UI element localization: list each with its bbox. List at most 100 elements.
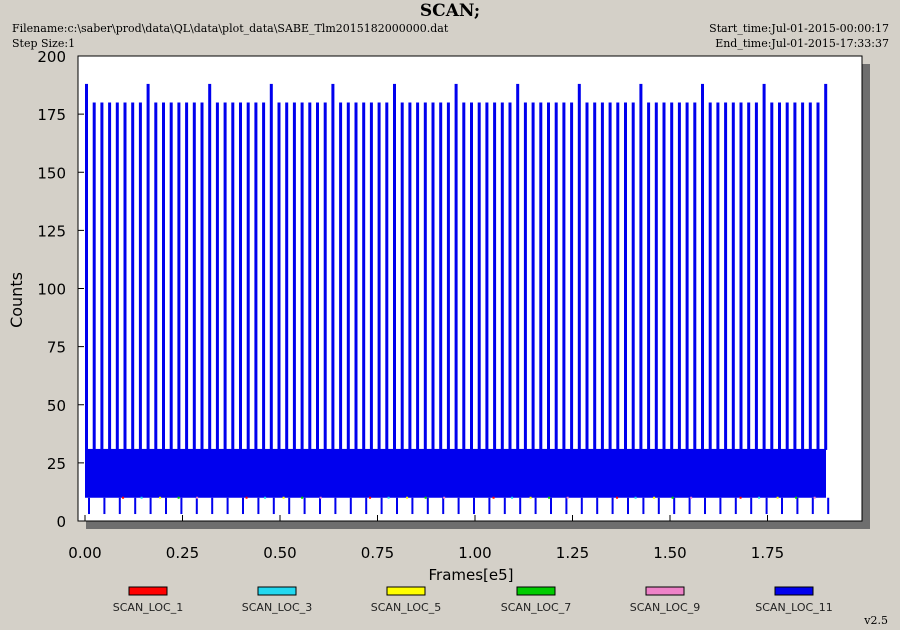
series-spike	[377, 102, 381, 450]
series-dip	[303, 497, 306, 515]
series-spike	[731, 102, 735, 450]
series-spike	[339, 102, 343, 450]
series-dip	[627, 497, 629, 515]
series-dip	[257, 497, 260, 515]
series-spike	[269, 83, 273, 450]
series-spike	[477, 102, 481, 450]
series-point	[159, 496, 162, 499]
series-dip	[134, 497, 137, 515]
series-dip	[380, 497, 383, 515]
series-spike	[354, 102, 358, 450]
series-spike	[562, 102, 566, 450]
series-dip	[611, 497, 614, 515]
series-point	[653, 496, 656, 499]
x-tick-label: 1.75	[751, 544, 784, 562]
series-dip	[488, 497, 491, 515]
series-dip	[565, 497, 568, 515]
y-tick-label: 50	[47, 397, 66, 415]
legend-swatch	[257, 586, 297, 596]
series-spike	[724, 102, 728, 450]
legend-swatch	[645, 586, 685, 596]
series-dip	[765, 497, 768, 515]
series-spike	[200, 102, 204, 450]
series-scan-loc-9	[196, 496, 816, 499]
series-spike	[531, 102, 535, 450]
series-point	[443, 496, 446, 499]
series-spike	[146, 83, 150, 450]
x-tick-label: 0.25	[166, 544, 199, 562]
series-spike	[285, 102, 289, 450]
series-spike	[670, 102, 674, 450]
series-spike	[316, 102, 319, 450]
series-spike	[154, 102, 158, 450]
series-point	[511, 496, 514, 499]
series-point	[529, 496, 532, 499]
end-time-text: End_time:Jul-01-2015-17:33:37	[715, 37, 889, 50]
series-dip	[811, 497, 814, 515]
legend-swatch	[128, 586, 168, 596]
legend-swatch	[516, 586, 556, 596]
series-spike	[816, 102, 820, 450]
series-spike	[585, 102, 589, 450]
series-dip	[195, 497, 198, 515]
series-spike	[138, 102, 142, 450]
series-spike	[693, 102, 697, 450]
legend-label: SCAN_LOC_9	[630, 601, 701, 614]
series-dip	[349, 497, 352, 515]
series-band	[85, 448, 826, 498]
series-spike	[277, 102, 281, 450]
series-dip	[396, 497, 398, 515]
legend-swatch	[386, 586, 426, 596]
series-spike	[631, 102, 635, 450]
series-spike	[485, 102, 489, 450]
series-spike	[639, 83, 643, 450]
series-spike	[446, 102, 450, 450]
series-spike	[92, 102, 96, 450]
series-dip	[473, 497, 475, 515]
series-point	[492, 496, 495, 499]
series-dip	[673, 497, 676, 515]
series-spike	[416, 102, 420, 450]
series-dip	[457, 497, 460, 515]
series-point	[264, 496, 267, 499]
series-dip	[103, 497, 106, 515]
series-scan-loc-3	[140, 496, 761, 499]
series-spike	[346, 102, 350, 450]
series-spike	[608, 102, 612, 450]
y-tick-label: 150	[37, 164, 66, 182]
series-spike	[215, 102, 219, 450]
series-spike	[423, 102, 427, 450]
x-tick-label: 1.25	[556, 544, 589, 562]
series-dip	[642, 497, 645, 515]
series-dip	[442, 497, 445, 515]
series-spike	[192, 102, 196, 450]
series-dip	[734, 497, 737, 515]
y-tick-label: 0	[56, 513, 66, 531]
series-dip	[272, 497, 275, 515]
series-spike	[177, 102, 181, 450]
series-spike	[185, 102, 189, 450]
series-dip	[165, 497, 167, 515]
series-spike	[239, 102, 242, 450]
series-dip	[719, 497, 722, 515]
legend-label: SCAN_LOC_3	[242, 601, 313, 614]
series-spike	[662, 102, 666, 450]
series-point	[406, 496, 409, 499]
series-point	[369, 496, 372, 499]
series-spike	[516, 83, 520, 450]
series-scan-loc-5	[159, 496, 779, 499]
series-dip	[534, 497, 537, 515]
series-spike	[570, 102, 574, 450]
series-spike	[169, 102, 173, 450]
legend-swatch	[774, 586, 814, 596]
series-dip	[596, 497, 599, 515]
start-time-text: Start_time:Jul-01-2015-00:00:17	[709, 22, 889, 35]
series-point	[795, 496, 798, 499]
series-spike	[770, 102, 774, 450]
series-dip	[288, 497, 291, 515]
series-spike	[654, 102, 658, 450]
series-spike	[108, 102, 112, 450]
series-point	[739, 496, 742, 499]
series-dip	[827, 497, 830, 515]
